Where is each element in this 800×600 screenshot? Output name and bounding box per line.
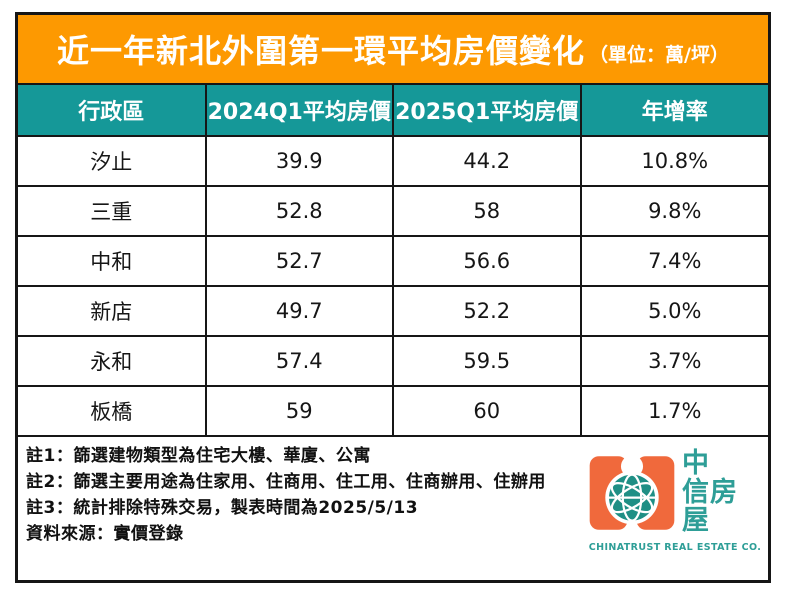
- table-row: 新店 49.7 52.2 5.0%: [18, 285, 768, 337]
- logo-company-name: CHINATRUST REAL ESTATE CO.: [588, 542, 762, 553]
- logo-name-line1: 中: [682, 448, 709, 480]
- price-2024-cell: 52.8: [204, 185, 394, 237]
- chinatrust-logo-name: 中 信房屋: [682, 450, 764, 535]
- price-2024-cell: 57.4: [204, 335, 394, 387]
- yoy-cell: 3.7%: [579, 335, 768, 387]
- price-2025-cell: 60: [392, 385, 582, 437]
- price-2024-cell: 59: [204, 385, 394, 437]
- table-row: 永和 57.4 59.5 3.7%: [18, 335, 768, 387]
- price-2025-cell: 52.2: [392, 285, 582, 337]
- district-cell: 板橋: [18, 385, 207, 437]
- footnote-2: 註2：篩選主要用途為住家用、住商用、住工用、住商辦用、住辦用: [26, 472, 546, 492]
- table-row: 三重 52.8 58 9.8%: [18, 185, 768, 237]
- chinatrust-logo-icon: [589, 455, 675, 530]
- logo-name-line2: 信房屋: [682, 476, 738, 537]
- yoy-cell: 1.7%: [579, 385, 768, 437]
- price-2024-cell: 49.7: [204, 285, 394, 337]
- footer: 註1：篩選建物類型為住宅大樓、華廈、公寓 註2：篩選主要用途為住家用、住商用、住…: [18, 437, 768, 580]
- price-2025-cell: 56.6: [392, 235, 582, 287]
- table-header-row: 行政區 2024Q1平均房價 2025Q1平均房價 年增率: [18, 85, 768, 137]
- chinatrust-logo: 中 信房屋 CHINATRUST REAL ESTATE CO.: [586, 447, 764, 553]
- title-unit-label: （單位：萬/坪）: [589, 43, 729, 66]
- district-cell: 汐止: [18, 135, 207, 187]
- price-2025-cell: 44.2: [392, 135, 582, 187]
- page-title: 近一年新北外圍第一環平均房價變化: [57, 32, 586, 70]
- header-cell-district: 行政區: [18, 85, 207, 137]
- footnote-3: 註3：統計排除特殊交易，製表時間為2025/5/13: [26, 498, 419, 518]
- header-cell-2024q1: 2024Q1平均房價: [204, 85, 394, 137]
- header-cell-yoy: 年增率: [579, 85, 768, 137]
- header-cell-2025q1: 2025Q1平均房價: [392, 85, 582, 137]
- price-2024-cell: 52.7: [204, 235, 394, 287]
- price-table: 行政區 2024Q1平均房價 2025Q1平均房價 年增率 汐止 39.9 44…: [18, 85, 768, 437]
- table-row: 汐止 39.9 44.2 10.8%: [18, 135, 768, 187]
- price-2025-cell: 59.5: [392, 335, 582, 387]
- table-row: 中和 52.7 56.6 7.4%: [18, 235, 768, 287]
- yoy-cell: 10.8%: [579, 135, 768, 187]
- title-bar: 近一年新北外圍第一環平均房價變化 （單位：萬/坪）: [18, 15, 768, 85]
- table-row: 板橋 59 60 1.7%: [18, 385, 768, 437]
- district-cell: 永和: [18, 335, 207, 387]
- yoy-cell: 5.0%: [579, 285, 768, 337]
- district-cell: 三重: [18, 185, 207, 237]
- price-2025-cell: 58: [392, 185, 582, 237]
- district-cell: 中和: [18, 235, 207, 287]
- price-table-card: 近一年新北外圍第一環平均房價變化 （單位：萬/坪） 行政區 2024Q1平均房價…: [15, 12, 771, 583]
- data-source: 資料來源：實價登錄: [26, 524, 184, 544]
- footnote-1: 註1：篩選建物類型為住宅大樓、華廈、公寓: [26, 446, 371, 466]
- yoy-cell: 9.8%: [579, 185, 768, 237]
- footnotes: 註1：篩選建物類型為住宅大樓、華廈、公寓 註2：篩選主要用途為住家用、住商用、住…: [26, 443, 611, 547]
- district-cell: 新店: [18, 285, 207, 337]
- price-2024-cell: 39.9: [204, 135, 394, 187]
- yoy-cell: 7.4%: [579, 235, 768, 287]
